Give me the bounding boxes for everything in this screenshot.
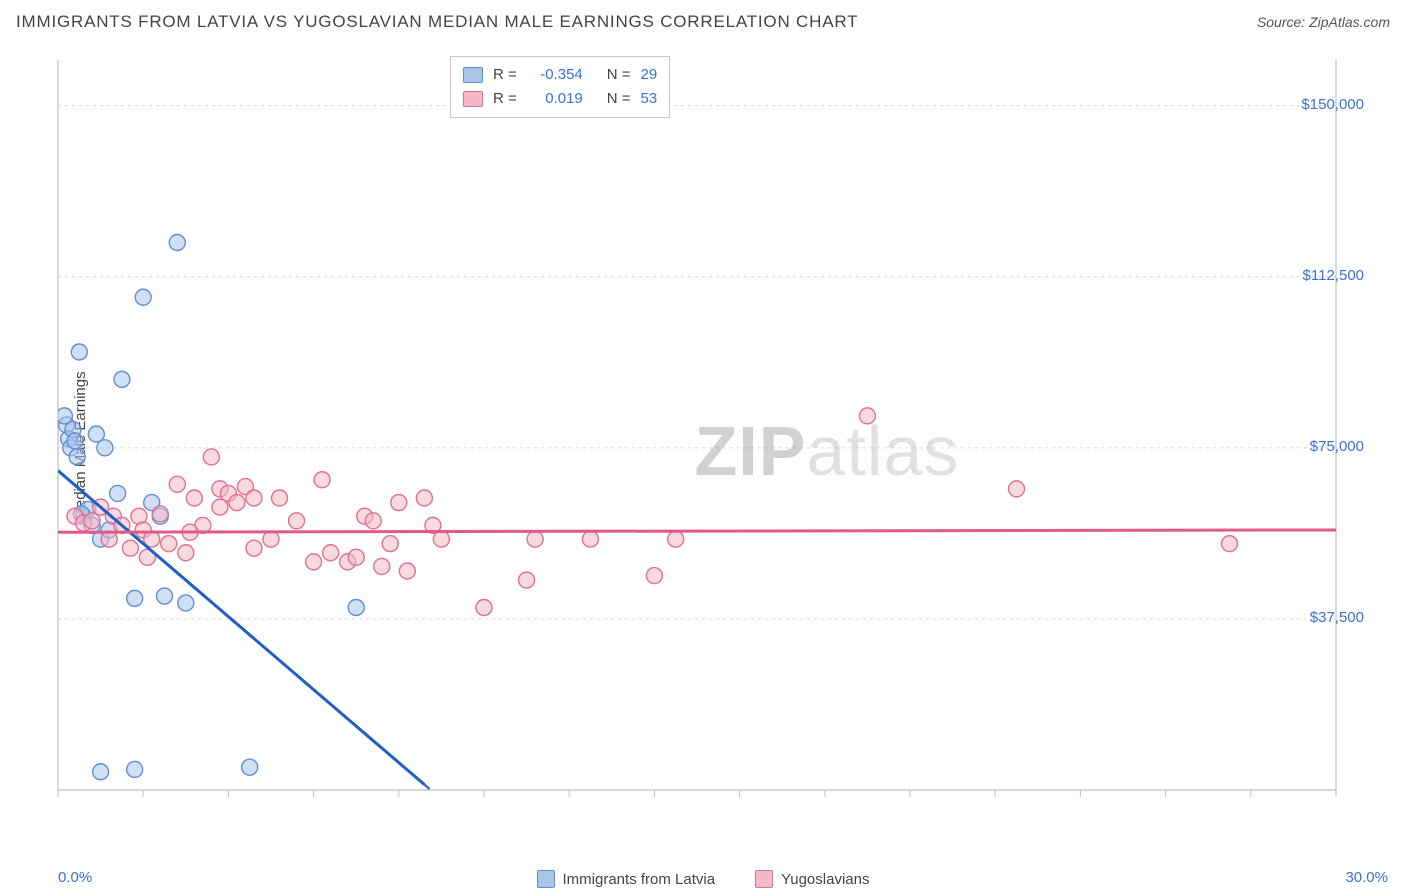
stats-legend: R = -0.354 N = 29 R = 0.019 N = 53: [450, 56, 670, 118]
legend-item: Immigrants from Latvia: [537, 870, 716, 888]
legend-item: Yugoslavians: [755, 870, 869, 888]
n-value: 29: [641, 63, 658, 87]
r-value: 0.019: [527, 87, 583, 111]
x-axis-max-label: 30.0%: [1345, 869, 1388, 886]
n-label: N =: [607, 63, 631, 87]
legend-swatch: [463, 67, 483, 83]
r-label: R =: [493, 87, 517, 111]
n-value: 53: [641, 87, 658, 111]
legend-label: Immigrants from Latvia: [563, 871, 716, 888]
y-tick-label: $150,000: [1301, 96, 1364, 113]
chart-area: ZIPatlas $37,500$75,000$112,500$150,000: [56, 50, 1386, 820]
legend-label: Yugoslavians: [781, 871, 869, 888]
y-tick-label: $112,500: [1303, 267, 1364, 284]
source-credit: Source: ZipAtlas.com: [1257, 14, 1390, 30]
y-tick-label: $75,000: [1310, 438, 1364, 455]
legend-swatch: [755, 870, 773, 888]
y-tick-label: $37,500: [1310, 609, 1364, 626]
stats-legend-row: R = 0.019 N = 53: [463, 87, 657, 111]
r-label: R =: [493, 63, 517, 87]
legend-swatch: [463, 91, 483, 107]
x-axis-min-label: 0.0%: [58, 869, 92, 886]
stats-legend-row: R = -0.354 N = 29: [463, 63, 657, 87]
n-label: N =: [607, 87, 631, 111]
r-value: -0.354: [527, 63, 583, 87]
chart-title: IMMIGRANTS FROM LATVIA VS YUGOSLAVIAN ME…: [16, 12, 858, 32]
legend-swatch: [537, 870, 555, 888]
series-legend: Immigrants from Latvia Yugoslavians: [0, 870, 1406, 888]
header: IMMIGRANTS FROM LATVIA VS YUGOSLAVIAN ME…: [16, 12, 1390, 32]
scatter-chart: [56, 50, 1386, 820]
